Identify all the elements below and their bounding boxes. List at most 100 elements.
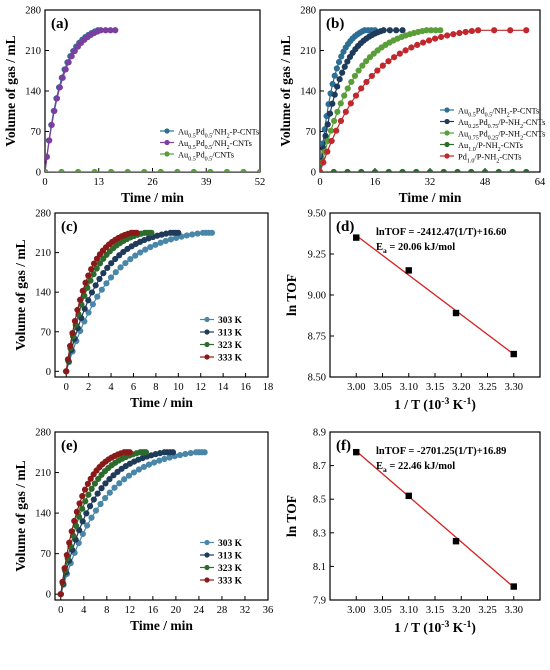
data-point <box>157 168 164 172</box>
subscript-text: 1.0 <box>468 147 476 153</box>
x-tick-label: 3.10 <box>400 605 418 616</box>
data-point <box>510 583 517 590</box>
legend-label: Au0.5Pd0.5/CNTs <box>178 150 234 162</box>
data-point <box>396 50 403 57</box>
data-point <box>454 168 461 172</box>
data-point <box>335 58 343 66</box>
label-text: Au <box>458 106 469 115</box>
legend-item: Au0.5Pd0.5/NH2-P-CNTs <box>440 106 539 118</box>
data-point <box>329 80 336 88</box>
data-point <box>152 241 159 248</box>
data-point <box>326 110 334 117</box>
legend-item: 303 K <box>200 539 243 549</box>
panel-label: (b) <box>326 16 344 32</box>
legend-marker <box>164 128 170 134</box>
activation-energy-text: Ea = 20.06 kJ/mol <box>376 242 455 255</box>
data-point <box>90 496 97 503</box>
x-tick-label: 3.05 <box>373 382 391 393</box>
data-point <box>167 236 175 243</box>
subscript-text: 2 <box>507 112 510 118</box>
data-point <box>510 350 517 358</box>
data-point <box>444 32 451 39</box>
label-text: 323 K <box>218 341 243 351</box>
legend-item: 323 K <box>200 341 243 351</box>
x-axis-label: Time / min <box>130 618 193 633</box>
y-axis-label: ln TOF <box>284 274 299 316</box>
label-text: ) <box>471 397 476 412</box>
data-point <box>337 117 345 125</box>
data-point <box>353 234 360 241</box>
data-point <box>491 27 498 34</box>
label-text: 303 K <box>218 539 243 549</box>
data-point <box>137 249 144 256</box>
y-tick-label: 140 <box>35 509 51 520</box>
y-tick-label: 0 <box>46 367 51 378</box>
legend-label: 313 K <box>218 328 243 338</box>
data-point <box>90 271 97 278</box>
data-point <box>108 168 115 172</box>
series-303-K <box>57 449 208 598</box>
data-point <box>150 459 158 466</box>
legend-item: Au0.5Pd0.5/NH2-P-CNTs <box>160 127 259 139</box>
data-point <box>450 31 457 38</box>
data-point <box>358 168 365 172</box>
label-text: Pd <box>479 118 489 127</box>
x-tick-label: 32 <box>425 177 436 188</box>
data-point <box>183 232 190 239</box>
data-point <box>175 229 182 236</box>
data-point <box>240 168 247 172</box>
legend-item: Au0.5Pd0.5/NH2-CNTs <box>160 139 252 151</box>
data-point <box>370 50 377 57</box>
label-text: ) <box>471 620 476 635</box>
legend-marker <box>444 118 450 125</box>
data-point <box>103 280 110 287</box>
data-point <box>51 107 58 115</box>
y-tick-label: 280 <box>35 209 51 220</box>
data-point <box>338 53 345 60</box>
label-text: Pd <box>196 139 206 148</box>
data-point <box>256 168 260 172</box>
data-point <box>59 74 66 81</box>
label-text: -CNTs <box>501 141 523 150</box>
data-point <box>142 246 149 253</box>
legend-marker <box>204 552 210 558</box>
data-point <box>173 234 180 242</box>
legend-item: Au1.0/P-NH2-CNTs <box>440 141 523 153</box>
data-point <box>341 63 348 70</box>
data-point <box>79 530 86 538</box>
data-point <box>114 468 121 475</box>
subscript-text: 0.5 <box>188 133 196 139</box>
data-point <box>351 72 359 80</box>
fit-line <box>355 235 515 355</box>
x-tick-label: 28 <box>217 605 228 616</box>
legend-label: Pd1.0/P-NH2-CNTs <box>458 152 522 164</box>
data-point <box>161 455 168 463</box>
data-point <box>85 272 92 279</box>
label-text: 1 / T (10 <box>394 397 441 412</box>
label-text: Au <box>458 141 469 150</box>
data-point <box>92 282 99 289</box>
data-point <box>107 274 115 281</box>
x-tick-label: 16 <box>148 605 159 616</box>
data-point <box>344 58 351 65</box>
y-tick-label: 0 <box>46 590 51 601</box>
data-point <box>88 514 95 521</box>
subscript-text: 2 <box>496 158 499 164</box>
plot-frame <box>54 431 269 601</box>
legend-label: 333 K <box>218 353 243 363</box>
data-point <box>97 500 104 508</box>
data-point <box>182 450 189 458</box>
data-point <box>110 472 117 479</box>
label-text: Au <box>458 118 469 127</box>
data-point <box>83 510 90 517</box>
data-point <box>358 85 365 92</box>
data-point <box>333 127 340 134</box>
plot-frame <box>329 431 541 601</box>
data-point <box>125 472 133 479</box>
label-text: -CNTs <box>523 129 545 138</box>
data-point <box>57 591 64 598</box>
legend-marker <box>444 153 450 159</box>
legend-label: 303 K <box>218 539 243 549</box>
data-point <box>81 292 88 299</box>
x-tick-label: 3.20 <box>452 605 470 616</box>
